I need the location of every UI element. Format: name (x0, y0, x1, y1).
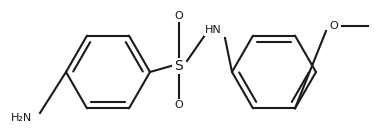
Text: O: O (329, 21, 338, 31)
Text: O: O (175, 11, 183, 21)
Text: O: O (175, 100, 183, 110)
Text: HN: HN (205, 25, 221, 35)
Text: H₂N: H₂N (11, 113, 33, 123)
Text: S: S (175, 59, 183, 73)
